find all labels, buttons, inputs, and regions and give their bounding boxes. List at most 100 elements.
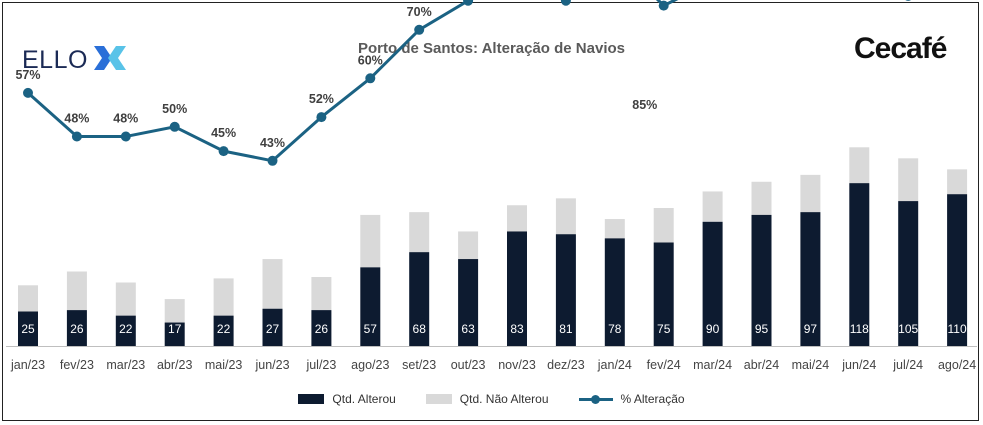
bar-altered: [507, 231, 527, 346]
bar-altered: [849, 183, 870, 346]
bar-value-label: 27: [266, 322, 280, 336]
bar-not-altered: [18, 285, 38, 312]
percent-point: [658, 0, 669, 11]
x-tick-label: abr/23: [157, 358, 192, 372]
chart-legend: Qtd. Alterou Qtd. Não Alterou % Alteraçã…: [0, 392, 983, 406]
percent-point: [463, 0, 474, 6]
x-tick-label: ago/24: [938, 358, 976, 372]
bar-altered: [604, 238, 625, 346]
bar-not-altered: [702, 191, 723, 222]
x-tick-label: jun/24: [841, 358, 876, 372]
legend-label-not-altered: Qtd. Não Alterou: [459, 392, 549, 406]
bar-value-label: 118: [850, 322, 869, 336]
bar-not-altered: [213, 278, 234, 316]
percent-label: 45%: [211, 126, 236, 140]
bar-altered: [115, 315, 136, 346]
x-tick-label: jan/24: [597, 358, 632, 372]
bar-value-label: 97: [804, 322, 818, 336]
bar-not-altered: [849, 147, 870, 184]
percent-label: 57%: [15, 68, 40, 82]
x-tick-label: jul/24: [892, 358, 923, 372]
bar-value-label: 95: [755, 322, 769, 336]
ello-logo-text: ELLO: [22, 45, 88, 74]
bar-value-label: 22: [217, 322, 231, 336]
bar-not-altered: [458, 231, 479, 260]
percent-point: [560, 0, 571, 6]
legend-item-not-altered: Qtd. Não Alterou: [425, 392, 549, 406]
bar-altered: [653, 242, 674, 346]
x-tick-label: jun/23: [254, 358, 289, 372]
percent-point: [23, 87, 33, 98]
percent-point: [267, 155, 278, 166]
legend-item-altered: Qtd. Alterou: [298, 392, 396, 406]
bar-not-altered: [164, 299, 185, 323]
x-tick-label: mar/23: [106, 358, 145, 372]
percent-label: 60%: [358, 53, 383, 67]
x-tick-label: out/23: [451, 358, 486, 372]
bar-not-altered: [507, 205, 527, 232]
bar-not-altered: [751, 181, 772, 215]
bar-value-label: 22: [119, 322, 133, 336]
bar-value-label: 25: [21, 322, 35, 336]
stray-percent-label: 85%: [632, 98, 657, 112]
cecafe-logo-text: Cecafé: [854, 32, 947, 65]
bar-not-altered: [115, 282, 136, 316]
bar-not-altered: [360, 214, 381, 268]
bar-value-label: 57: [364, 322, 378, 336]
chart-title: Porto de Santos: Alteração de Navios: [357, 40, 625, 57]
bar-not-altered: [555, 198, 576, 235]
bar-altered: [360, 267, 381, 346]
bar-altered: [18, 311, 38, 346]
x-tick-label: nov/23: [498, 358, 536, 372]
percent-point: [120, 131, 131, 142]
bar-altered: [311, 310, 332, 346]
bar-altered: [164, 322, 185, 346]
bar-not-altered: [66, 271, 87, 311]
bar-value-label: 78: [608, 322, 622, 336]
x-tick-label: mai/24: [792, 358, 830, 372]
bar-value-label: 90: [706, 322, 720, 336]
percent-point: [71, 131, 82, 142]
bar-not-altered: [653, 208, 674, 243]
percent-label: 43%: [260, 136, 285, 150]
legend-swatch-altered: [298, 394, 325, 404]
x-tick-label: ago/23: [351, 358, 389, 372]
legend-swatch-not-altered: [425, 394, 452, 404]
legend-label-percent: % Alteração: [620, 392, 685, 406]
legend-item-percent: % Alteração: [578, 392, 685, 406]
bar-value-label: 63: [461, 322, 475, 336]
percent-line: [27, 0, 679, 163]
bar-altered: [262, 308, 283, 346]
percent-point: [316, 112, 327, 123]
bar-altered: [751, 214, 772, 346]
bar-not-altered: [800, 174, 821, 213]
percent-label: 48%: [113, 112, 138, 126]
cecafe-logo: Cecafé: [854, 32, 947, 66]
percent-point: [218, 146, 229, 157]
percent-label: 52%: [309, 92, 334, 106]
bar-not-altered: [947, 169, 968, 195]
bar-not-altered: [262, 259, 283, 309]
bar-altered: [458, 259, 479, 346]
bar-altered: [66, 310, 87, 346]
bar-value-label: 83: [510, 322, 524, 336]
bar-altered: [213, 315, 234, 346]
bar-altered: [898, 201, 919, 346]
bar-altered: [947, 194, 968, 346]
percent-point: [365, 73, 376, 84]
x-tick-label: jul/23: [305, 358, 336, 372]
x-tick-label: set/23: [402, 358, 436, 372]
x-tick-label: fev/24: [647, 358, 681, 372]
bar-value-label: 105: [898, 322, 918, 336]
x-tick-label: mai/23: [205, 358, 243, 372]
bar-altered: [409, 252, 430, 346]
bar-value-label: 26: [70, 322, 84, 336]
percent-label: 70%: [407, 5, 432, 19]
ello-x-icon: [93, 46, 126, 70]
percent-label: 50%: [162, 102, 187, 116]
bar-not-altered: [409, 212, 430, 253]
bar-altered: [702, 221, 723, 346]
bar-altered: [800, 212, 821, 346]
bar-value-label: 81: [559, 322, 573, 336]
